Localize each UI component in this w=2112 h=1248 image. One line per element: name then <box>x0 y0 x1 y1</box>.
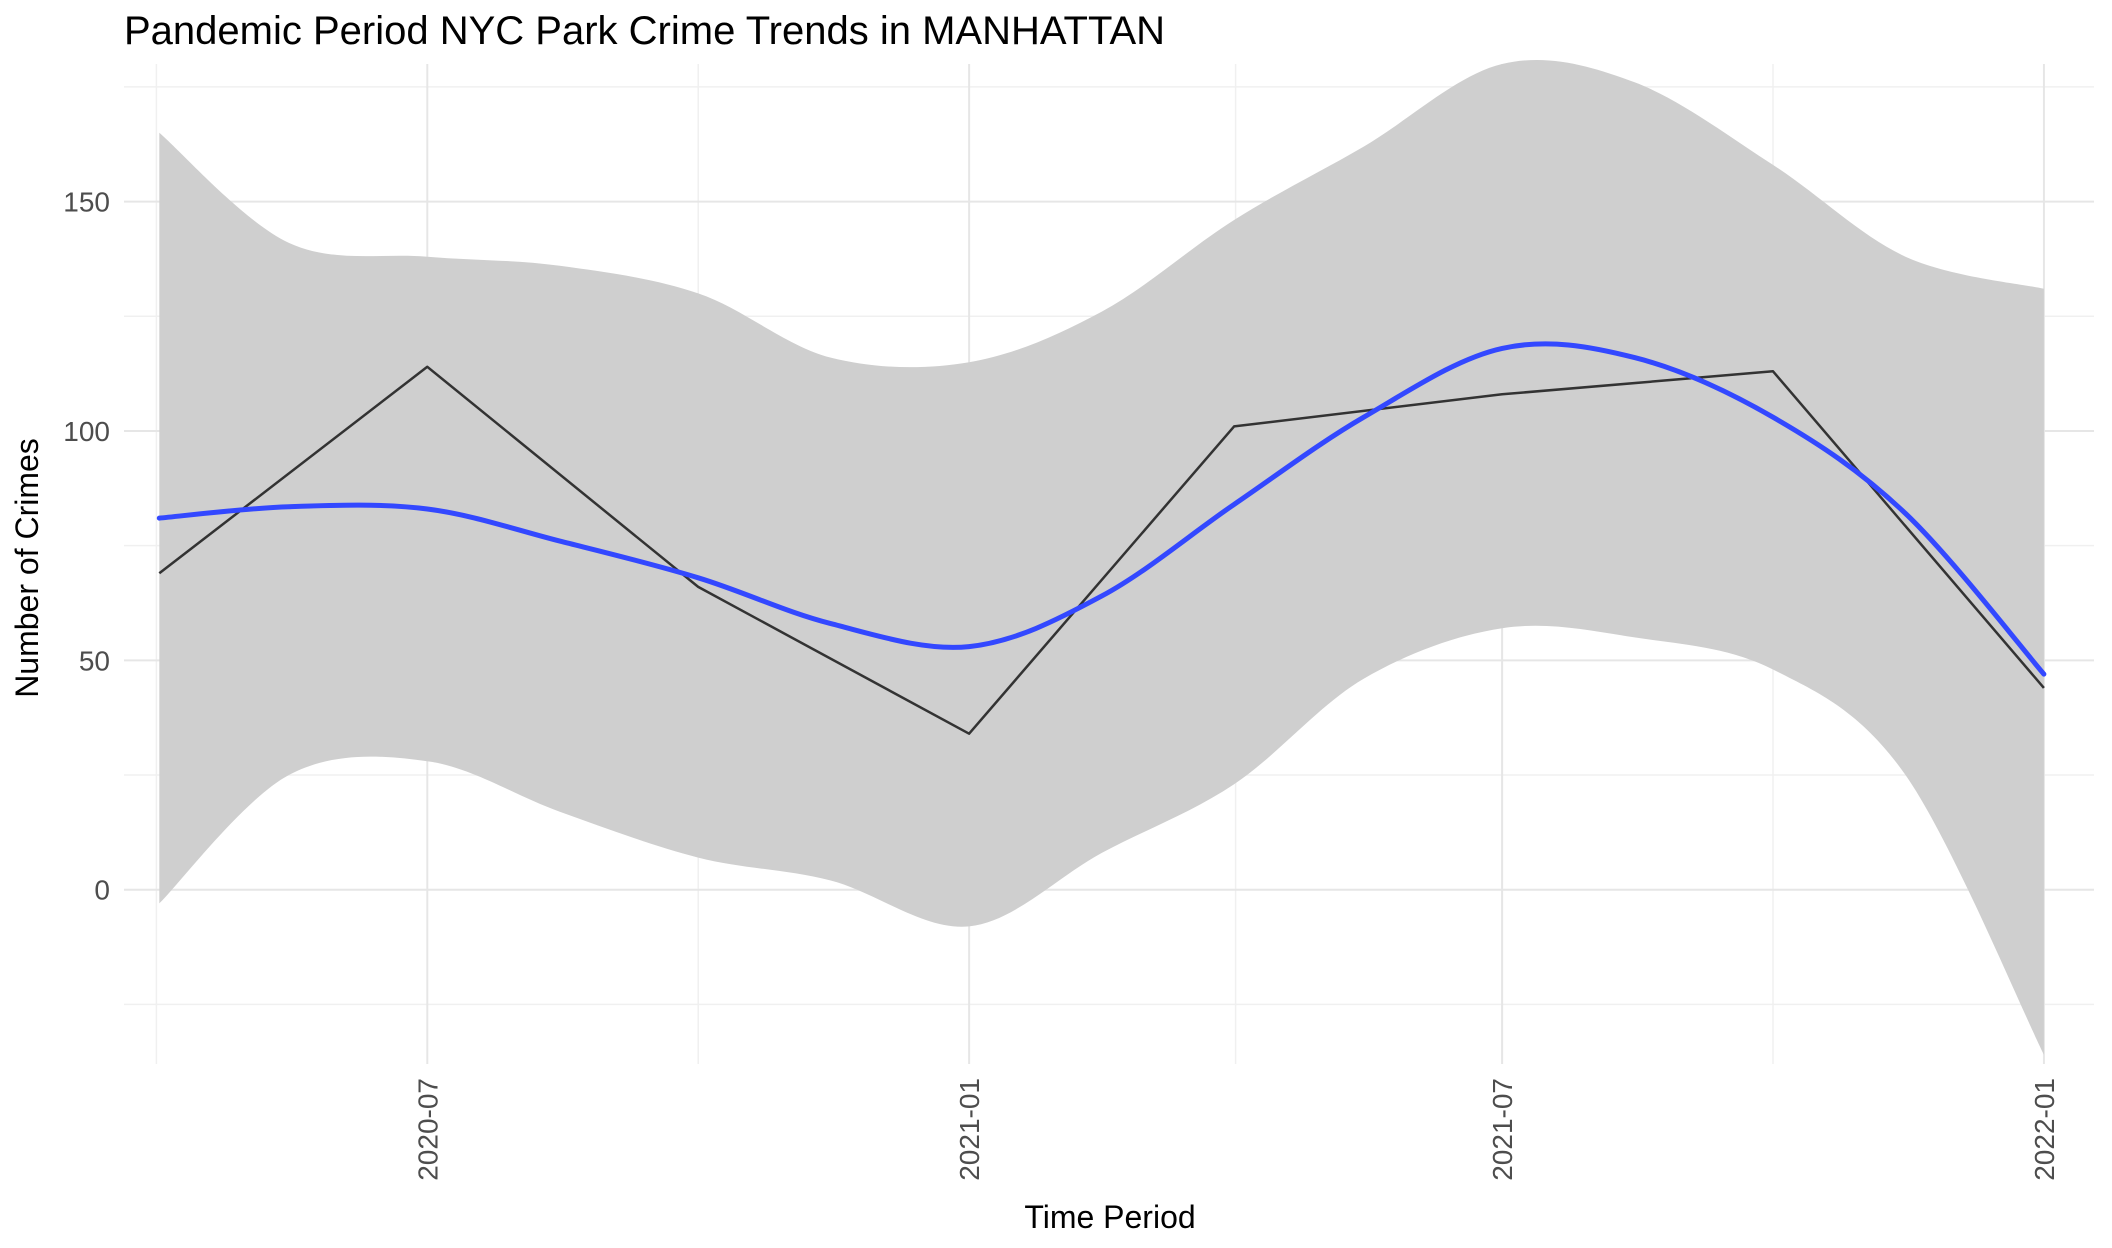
y-tick-label: 0 <box>94 875 110 906</box>
y-axis-title: Number of Crimes <box>9 438 45 698</box>
y-tick-label: 150 <box>63 187 110 218</box>
x-axis-ticks: 2020-07 2021-01 2021-07 2022-01 <box>412 1078 2060 1181</box>
x-tick-label: 2020-07 <box>412 1078 443 1181</box>
chart-title: Pandemic Period NYC Park Crime Trends in… <box>124 9 1165 53</box>
x-tick-label: 2022-01 <box>2029 1078 2060 1181</box>
series-line <box>158 365 2045 735</box>
x-axis-title: Time Period <box>1024 1199 1195 1235</box>
confidence-band-layer <box>159 59 2044 1055</box>
y-axis-ticks: 0 50 100 150 <box>63 187 110 906</box>
x-tick-label: 2021-01 <box>954 1078 985 1181</box>
smooth-layer <box>156 341 2047 677</box>
y-tick-label: 100 <box>63 416 110 447</box>
y-tick-label: 50 <box>79 645 110 676</box>
x-tick-label: 2021-07 <box>1487 1078 1518 1181</box>
confidence-band <box>159 59 2044 1055</box>
smooth-trend-line <box>156 341 2047 677</box>
series-layer <box>158 365 2045 735</box>
